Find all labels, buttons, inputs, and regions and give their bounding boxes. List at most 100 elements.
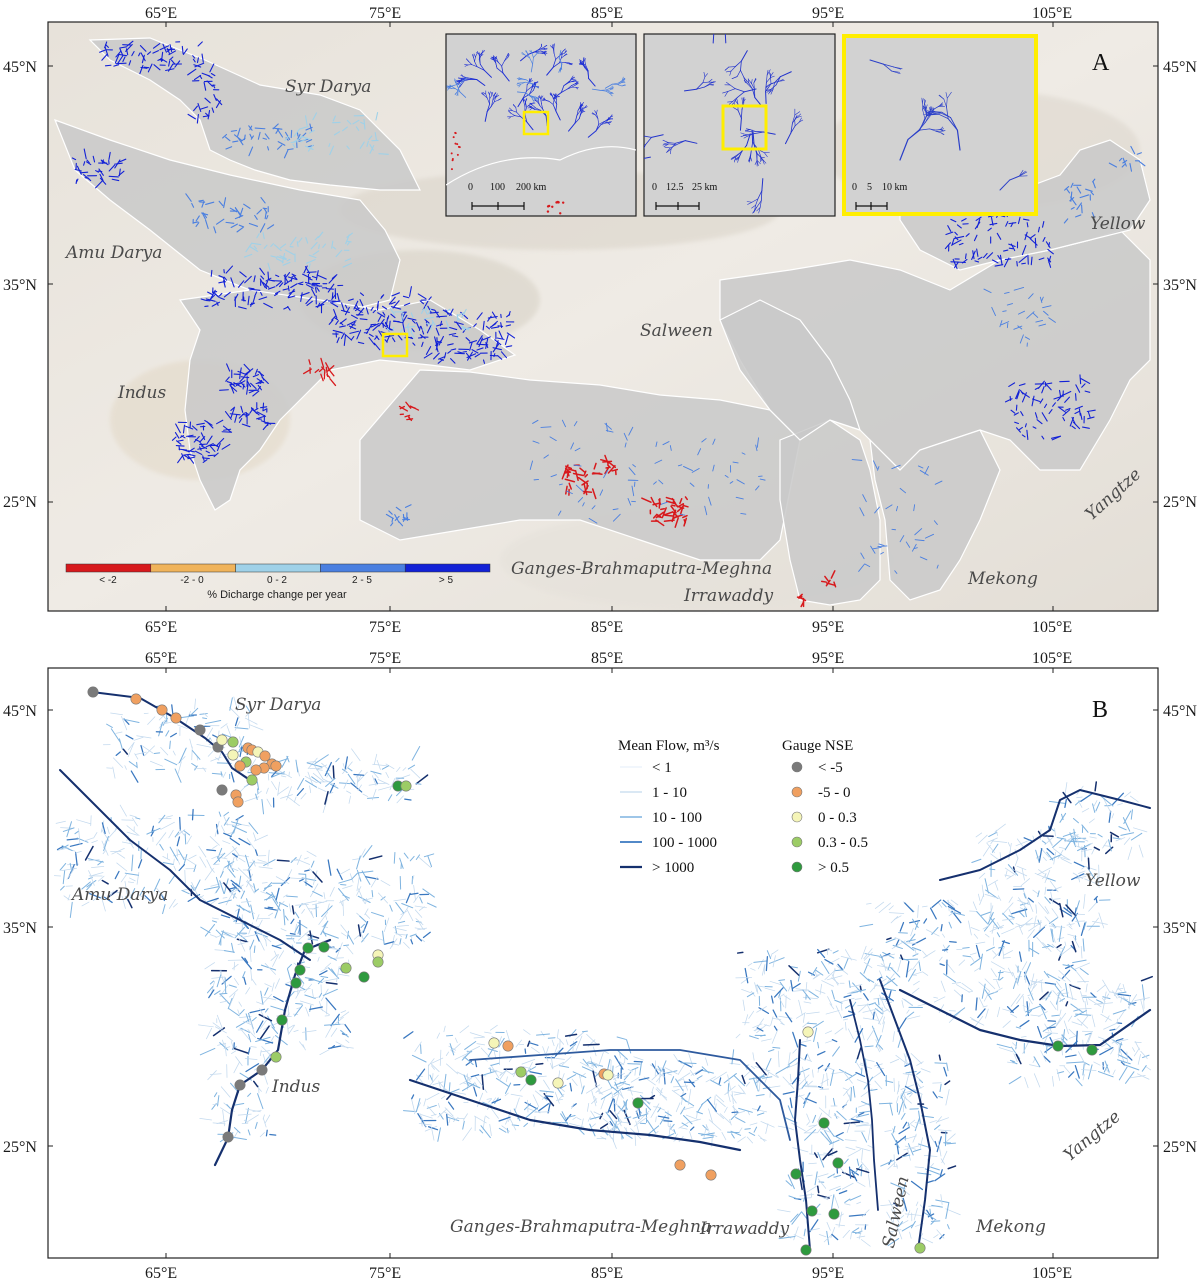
trend-segment [318,244,320,250]
tributary-segment [757,1134,766,1142]
tributary-segment [756,984,759,994]
tributary-segment [62,827,75,832]
tributary-segment [852,982,862,993]
tributary-segment [1056,1071,1065,1074]
tributary-segment [394,925,398,935]
tributary-segment [407,764,416,770]
trend-segment [108,164,116,172]
tributary-segment [951,982,962,984]
trend-segment [1087,411,1091,418]
trend-segment [285,131,291,140]
tributary-segment [910,927,914,937]
trend-segment [377,315,382,322]
tributary-segment [701,1069,714,1074]
trend-segment [152,50,160,54]
trend-segment [1078,408,1081,416]
trend-segment [451,335,459,338]
inset-river-segment [940,126,944,130]
tributary-segment [819,983,822,995]
trend-segment [1013,325,1023,330]
tributary-segment [338,878,353,884]
tributary-segment [844,1203,851,1206]
tributary-segment [806,1011,820,1015]
tributary-segment [176,836,181,847]
inset-river-segment [509,107,513,111]
tributary-segment [169,846,179,861]
trend-segment [85,161,92,166]
tributary-segment [802,1093,810,1109]
tributary-segment [158,814,166,824]
tributary-segment [989,924,1005,932]
tributary-segment [611,1092,620,1099]
trend-segment [162,43,167,53]
tributary-segment [887,962,891,971]
tributary-segment [238,933,247,937]
tributary-segment [81,881,91,890]
tributary-segment [980,911,992,916]
inset-river-segment [538,46,542,50]
tributary-segment [317,978,325,985]
tributary-segment [1072,872,1084,879]
tributary-segment [756,1006,767,1013]
inset-river-segment [946,91,952,99]
inset-river-segment [644,144,646,149]
inset-river-segment [469,77,478,80]
inset-river-segment [516,111,522,118]
tributary-segment [107,826,119,839]
inset-river-segment [751,129,754,143]
tributary-segment [463,1082,475,1087]
trend-segment [740,512,747,515]
tributary-segment [229,989,239,998]
tributary-segment [287,796,300,807]
tributary-segment [856,1047,862,1060]
tributary-segment [463,1074,469,1087]
inset-red-mark [454,132,457,135]
tributary-segment [767,1085,781,1089]
tributary-segment [997,895,1002,901]
tributary-segment [1082,938,1085,952]
inset-river-segment [730,155,736,159]
trend-segment [237,136,244,146]
tributary-segment [309,930,314,945]
inset-river-segment [794,115,798,121]
tributary-segment [933,1234,939,1239]
tributary-segment [356,855,361,870]
trend-segment [108,151,111,160]
tributary-segment [860,1161,869,1171]
inset-river-segment [907,129,921,140]
tributary-segment [278,770,292,779]
inset-river-segment [1019,170,1026,177]
tributary-segment [209,980,215,985]
trend-segment [950,218,957,223]
trend-segment [92,155,96,163]
inset-river-segment [749,129,756,132]
tributary-segment [677,1063,686,1075]
tributary-segment [702,1136,714,1140]
inset-river-segment [526,50,528,55]
tributary-segment [625,1100,628,1115]
inset-river-segment [517,97,524,108]
tributary-segment [942,933,946,938]
tributary-segment [203,712,208,718]
tributary-segment [462,1120,465,1130]
trend-segment [263,208,268,214]
inset-river-segment [1019,169,1024,177]
trend-segment [197,41,203,47]
inset-river-segment [530,63,534,73]
tributary-segment [480,1125,491,1139]
trend-segment [239,271,247,278]
trend-segment [230,407,235,419]
tributary-segment [889,1102,894,1116]
tributary-segment [1035,904,1038,914]
tributary-segment [1019,1019,1030,1028]
trend-segment [257,386,262,391]
trend-segment [221,443,231,450]
trend-segment [238,306,247,310]
tributary-segment [861,1101,871,1106]
inset-river-segment [449,84,455,88]
tributary-segment [899,1215,905,1219]
tributary-segment [466,1074,471,1083]
trend-segment [118,170,125,177]
tributary-segment [1109,1028,1116,1031]
tributary-segment [413,895,420,903]
